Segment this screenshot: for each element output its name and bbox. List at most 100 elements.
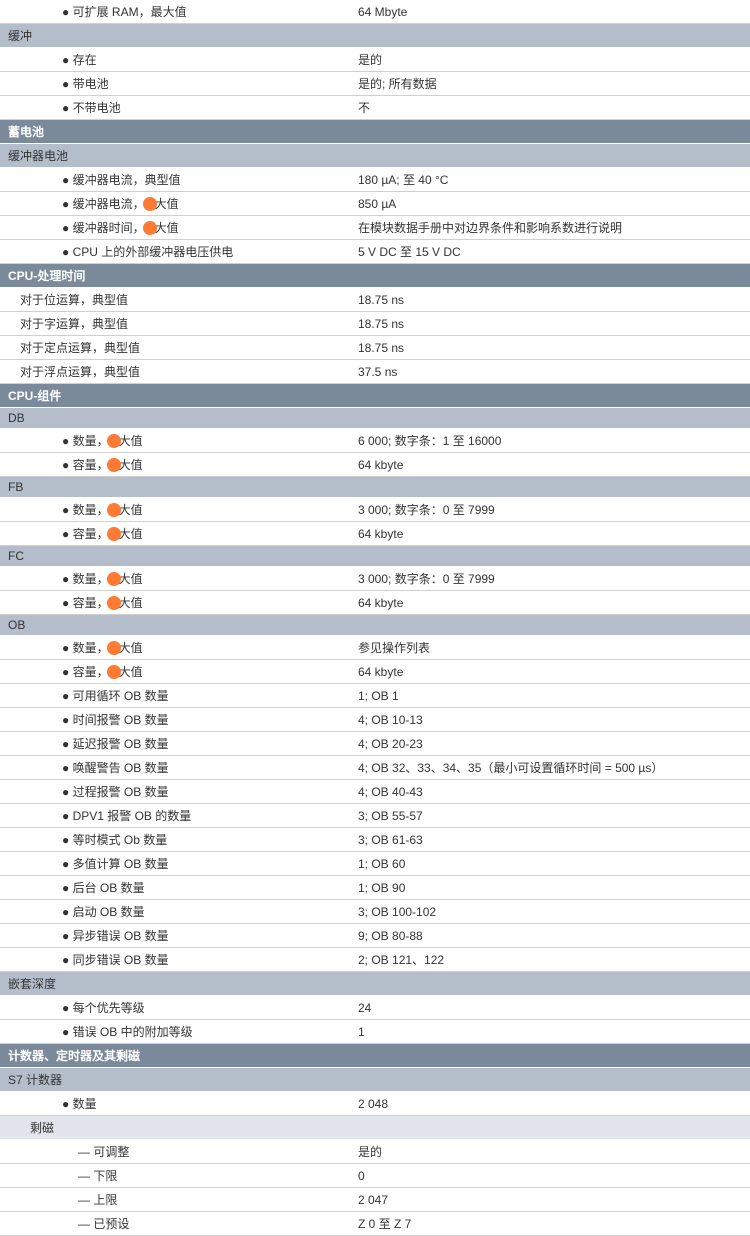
spec-label: ● 后台 OB 数量 <box>0 876 350 899</box>
spec-value: 是的 <box>350 48 750 71</box>
spec-row: ● 容量，大值64 kbyte <box>0 522 750 546</box>
spec-row: ● 缓冲器电流，典型值180 µA; 至 40 °C <box>0 168 750 192</box>
spec-label: 对于定点运算，典型值 <box>0 336 350 359</box>
spec-value: 4; OB 20-23 <box>350 734 750 754</box>
spec-label: ● 容量，大值 <box>0 453 350 476</box>
spec-label: ● 可扩展 RAM，最大值 <box>0 0 350 23</box>
spec-value: 2; OB 121、122 <box>350 948 750 971</box>
spec-label: — 上限 <box>0 1188 350 1211</box>
spec-row: ● 数量，大值3 000; 数字条：0 至 7999 <box>0 498 750 522</box>
spec-label: ● 同步错误 OB 数量 <box>0 948 350 971</box>
spec-row: ● 每个优先等级24 <box>0 996 750 1020</box>
spec-value: 1; OB 1 <box>350 686 750 706</box>
spec-row: ● 容量，大值64 kbyte <box>0 591 750 615</box>
spec-label: ● 过程报警 OB 数量 <box>0 780 350 803</box>
spec-row: ● 错误 OB 中的附加等级1 <box>0 1020 750 1044</box>
spec-row: ● DPV1 报警 OB 的数量3; OB 55-57 <box>0 804 750 828</box>
spec-label: ● 错误 OB 中的附加等级 <box>0 1020 350 1043</box>
spec-value: 3 000; 数字条：0 至 7999 <box>350 498 750 521</box>
spec-value: 1 <box>350 1022 750 1042</box>
redaction-dot-icon <box>143 221 157 235</box>
spec-label: ● 存在 <box>0 48 350 71</box>
spec-value: 3; OB 61-63 <box>350 830 750 850</box>
spec-value: 是的; 所有数据 <box>350 72 750 95</box>
spec-row: ● 过程报警 OB 数量4; OB 40-43 <box>0 780 750 804</box>
spec-row: — 上限2 047 <box>0 1188 750 1212</box>
spec-row: ● 数量，大值3 000; 数字条：0 至 7999 <box>0 567 750 591</box>
spec-row: ● 启动 OB 数量3; OB 100-102 <box>0 900 750 924</box>
spec-value: 2 047 <box>350 1190 750 1210</box>
spec-label: ● CPU 上的外部缓冲器电压供电 <box>0 240 350 263</box>
spec-value: 3; OB 100-102 <box>350 902 750 922</box>
spec-label: — 下限 <box>0 1164 350 1187</box>
spec-row: ● 等时模式 Ob 数量3; OB 61-63 <box>0 828 750 852</box>
spec-value: 64 kbyte <box>350 593 750 613</box>
redaction-dot-icon <box>107 665 121 679</box>
spec-value: 6 000; 数字条：1 至 16000 <box>350 429 750 452</box>
spec-row: ● 时间报警 OB 数量4; OB 10-13 <box>0 708 750 732</box>
spec-value: 850 µA <box>350 194 750 214</box>
spec-row: ● 可用循环 OB 数量1; OB 1 <box>0 684 750 708</box>
spec-label: ● 缓冲器时间，大值 <box>0 216 350 239</box>
spec-value: 1; OB 60 <box>350 854 750 874</box>
spec-row: ● 数量，大值6 000; 数字条：1 至 16000 <box>0 429 750 453</box>
spec-row: — 可调整是的 <box>0 1140 750 1164</box>
section-header: 缓冲器电池 <box>0 144 750 168</box>
spec-value: 18.75 ns <box>350 338 750 358</box>
section-header: FB <box>0 477 750 498</box>
spec-value: 0 <box>350 1166 750 1186</box>
section-header: 剩磁 <box>0 1116 750 1140</box>
redaction-dot-icon <box>107 572 121 586</box>
spec-row: 对于浮点运算，典型值37.5 ns <box>0 360 750 384</box>
spec-value: 5 V DC 至 15 V DC <box>350 240 750 263</box>
spec-label: ● 带电池 <box>0 72 350 95</box>
spec-label: ● 等时模式 Ob 数量 <box>0 828 350 851</box>
spec-row: ● CPU 上的外部缓冲器电压供电5 V DC 至 15 V DC <box>0 240 750 264</box>
spec-label: ● 不带电池 <box>0 96 350 119</box>
spec-row: ● 异步错误 OB 数量9; OB 80-88 <box>0 924 750 948</box>
spec-label: ● 数量，大值 <box>0 498 350 521</box>
spec-label: ● 容量，大值 <box>0 522 350 545</box>
spec-value: 64 kbyte <box>350 524 750 544</box>
redaction-dot-icon <box>107 596 121 610</box>
redaction-dot-icon <box>107 434 121 448</box>
spec-value: 64 kbyte <box>350 455 750 475</box>
spec-value: 3 000; 数字条：0 至 7999 <box>350 567 750 590</box>
spec-value: 18.75 ns <box>350 314 750 334</box>
spec-value: 64 kbyte <box>350 662 750 682</box>
section-header: FC <box>0 546 750 567</box>
spec-label: ● 多值计算 OB 数量 <box>0 852 350 875</box>
section-header: 蓄电池 <box>0 120 750 144</box>
spec-value: 9; OB 80-88 <box>350 926 750 946</box>
spec-value: 不 <box>350 96 750 119</box>
spec-row: ● 可扩展 RAM，最大值64 Mbyte <box>0 0 750 24</box>
spec-value: Z 0 至 Z 7 <box>350 1212 750 1235</box>
section-header: 计数器、定时器及其剩磁 <box>0 1044 750 1068</box>
spec-value: 4; OB 10-13 <box>350 710 750 730</box>
spec-row: ● 后台 OB 数量1; OB 90 <box>0 876 750 900</box>
spec-label: 对于位运算，典型值 <box>0 288 350 311</box>
spec-label: ● 启动 OB 数量 <box>0 900 350 923</box>
spec-label: ● 每个优先等级 <box>0 996 350 1019</box>
spec-label: — 可调整 <box>0 1140 350 1163</box>
spec-row: ● 数量，大值参见操作列表 <box>0 636 750 660</box>
spec-label: ● 缓冲器电流，典型值 <box>0 168 350 191</box>
section-header: CPU-组件 <box>0 384 750 408</box>
section-header: CPU-处理时间 <box>0 264 750 288</box>
spec-value: 18.75 ns <box>350 290 750 310</box>
spec-row: ● 数量2 048 <box>0 1092 750 1116</box>
spec-row: ● 容量，大值64 kbyte <box>0 453 750 477</box>
section-header: 嵌套深度 <box>0 972 750 996</box>
spec-value: 3; OB 55-57 <box>350 806 750 826</box>
section-header: S7 计数器 <box>0 1068 750 1092</box>
spec-label: 对于字运算，典型值 <box>0 312 350 335</box>
spec-label: ● 异步错误 OB 数量 <box>0 924 350 947</box>
spec-row: ● 不带电池不 <box>0 96 750 120</box>
redaction-dot-icon <box>107 527 121 541</box>
spec-table: ● 可扩展 RAM，最大值64 Mbyte缓冲● 存在是的● 带电池是的; 所有… <box>0 0 750 1236</box>
spec-label: ● 数量，大值 <box>0 429 350 452</box>
spec-value: 在模块数据手册中对边界条件和影响系数进行说明 <box>350 216 750 239</box>
spec-value: 180 µA; 至 40 °C <box>350 168 750 191</box>
spec-label: ● 缓冲器电流，大值 <box>0 192 350 215</box>
redaction-dot-icon <box>107 503 121 517</box>
